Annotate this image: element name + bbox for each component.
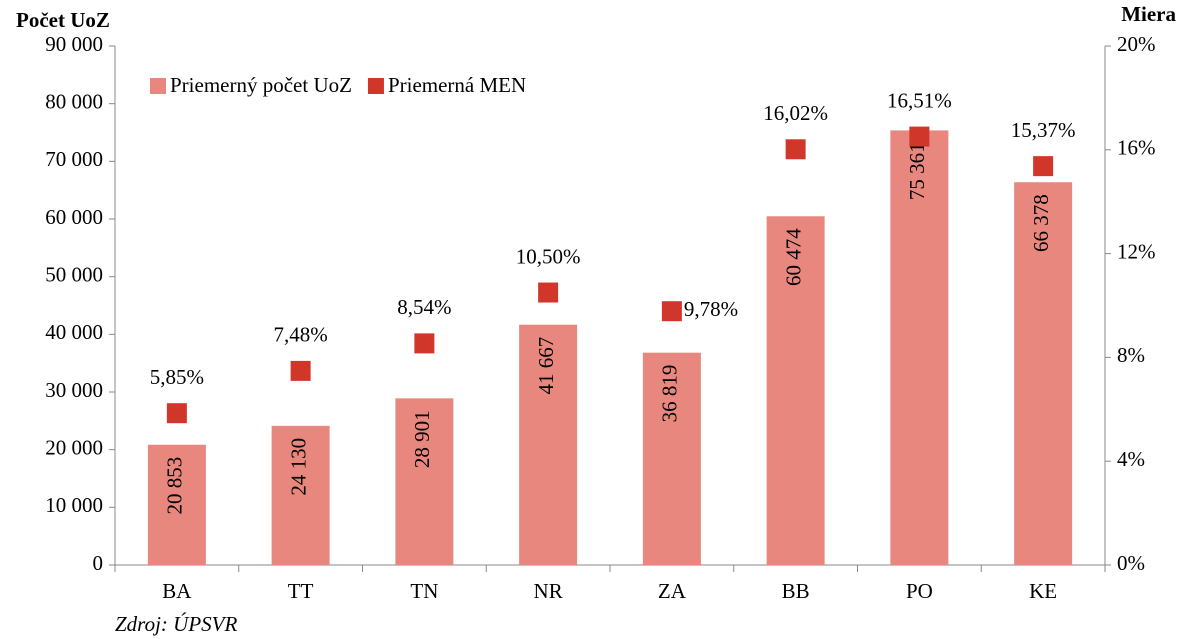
point-value-label: 15,37% [1011, 118, 1076, 142]
y2-tick-label: 16% [1117, 136, 1156, 160]
point [661, 301, 682, 322]
y2-tick-label: 4% [1117, 447, 1145, 471]
bar [519, 324, 578, 565]
y-tick-label: 60 000 [45, 205, 103, 229]
point-value-label: 16,02% [763, 101, 828, 125]
point [414, 333, 435, 354]
x-tick-label: ZA [658, 579, 687, 603]
x-tick-label: BA [162, 579, 192, 603]
bar-value-label: 75 361 [905, 142, 929, 200]
legend-swatch [367, 78, 384, 94]
bar [642, 352, 701, 565]
legend-swatch [150, 78, 166, 94]
point [290, 360, 311, 381]
y-tick-label: 80 000 [45, 89, 103, 113]
point [909, 126, 930, 147]
y2-tick-label: 8% [1117, 343, 1145, 367]
y-tick-label: 50 000 [45, 262, 103, 286]
y-tick-label: 30 000 [45, 378, 103, 402]
source-note: Zdroj: ÚPSVR [115, 612, 237, 636]
y-axis-title: Počet UoZ [16, 8, 110, 32]
y2-axis-title: Miera [1121, 2, 1176, 26]
bar-value-label: 66 378 [1029, 194, 1053, 252]
point-value-label: 7,48% [274, 323, 328, 347]
bar [1014, 182, 1073, 565]
point-value-label: 9,78% [684, 297, 738, 321]
bar-value-label: 41 667 [534, 337, 558, 395]
y2-tick-label: 12% [1117, 239, 1156, 263]
bar-value-label: 28 901 [410, 410, 434, 468]
point [785, 139, 806, 160]
x-tick-label: PO [906, 579, 933, 603]
y-tick-label: 40 000 [45, 320, 103, 344]
x-tick-label: NR [534, 579, 563, 603]
legend-label: Priemerný počet UoZ [170, 73, 352, 97]
x-tick-label: TN [410, 579, 438, 603]
y-tick-label: 70 000 [45, 147, 103, 171]
y-tick-label: 10 000 [45, 493, 103, 517]
y-tick-label: 20 000 [45, 435, 103, 459]
bar-value-label: 60 474 [781, 228, 805, 286]
y-tick-label: 0 [93, 551, 104, 575]
bar-value-label: 36 819 [658, 365, 682, 423]
legend-label: Priemerná MEN [388, 73, 526, 97]
point-value-label: 16,51% [887, 88, 952, 112]
x-tick-label: TT [288, 579, 314, 603]
x-tick-label: KE [1029, 579, 1057, 603]
y-tick-label: 90 000 [45, 32, 103, 56]
bar [766, 216, 825, 565]
y2-tick-label: 0% [1117, 551, 1145, 575]
point [538, 282, 559, 303]
bar [271, 425, 330, 565]
bar [147, 444, 206, 565]
point-value-label: 10,50% [516, 244, 581, 268]
point-value-label: 5,85% [150, 365, 204, 389]
point [166, 403, 187, 424]
bar [395, 398, 454, 565]
x-tick-label: BB [782, 579, 810, 603]
bar-value-label: 20 853 [163, 457, 187, 515]
bar [890, 130, 949, 566]
y2-tick-label: 20% [1117, 32, 1156, 56]
point [1033, 156, 1054, 177]
bar-value-label: 24 130 [286, 438, 310, 496]
point-value-label: 8,54% [397, 295, 451, 319]
